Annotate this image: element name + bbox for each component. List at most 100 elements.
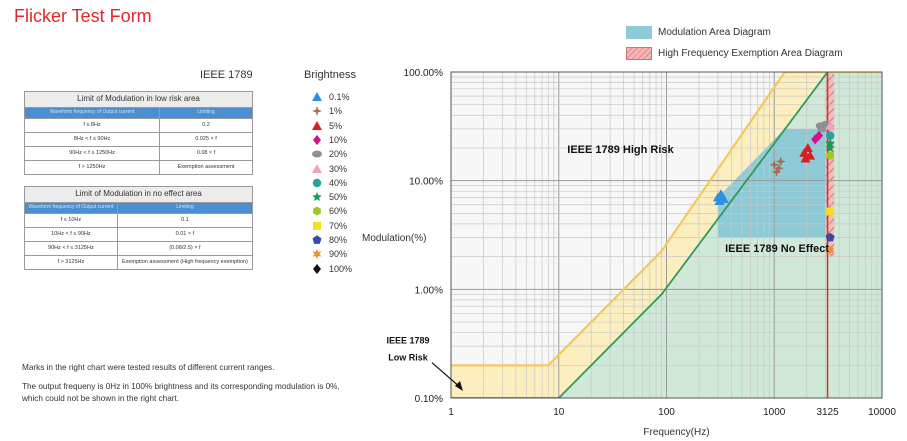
legend-label: High Frequency Exemption Area Diagram — [658, 47, 843, 59]
legend-label: Modulation Area Diagram — [658, 26, 771, 38]
marker-circle — [312, 178, 322, 188]
marker-hexagon — [313, 206, 321, 216]
low-risk-annotation: IEEE 1789 — [386, 336, 429, 346]
marker-ellipse — [312, 150, 322, 158]
brightness-legend-item: 10% — [311, 133, 347, 147]
table-row: f > 1250Hz Exemption assessment — [23, 160, 253, 175]
brightness-label: 60% — [329, 206, 348, 217]
brightness-label: 70% — [329, 220, 348, 231]
x-tick-label: 100 — [658, 407, 675, 418]
marker-triangle-up — [312, 92, 322, 101]
brightness-label: 100% — [329, 263, 353, 274]
marker-star4 — [312, 106, 322, 117]
brightness-label: 80% — [329, 235, 348, 245]
no-effect-boundary-line — [451, 72, 829, 398]
data-point — [825, 245, 835, 256]
brightness-label: 30% — [329, 163, 348, 174]
low-risk-annotation: Low Risk — [388, 353, 429, 363]
brightness-label: 50% — [329, 192, 348, 203]
marker-square — [313, 221, 321, 230]
data-point — [714, 195, 725, 205]
legend-marker — [312, 249, 322, 260]
table-cell: Exemption assessment (High frequency exe… — [116, 255, 254, 270]
brightness-legend-item: 0.1% — [311, 90, 350, 104]
legend-modulation-area: Modulation Area Diagram — [626, 25, 771, 39]
annotation-arrow — [431, 362, 462, 389]
brightness-legend-item: 60% — [311, 204, 347, 218]
low-risk-limit-table: Limit of Modulation in low risk area Wav… — [23, 91, 253, 175]
brightness-label: 0.1% — [329, 92, 350, 102]
brightness-label: 10% — [329, 134, 348, 145]
legend-marker — [313, 134, 321, 145]
data-point — [825, 120, 836, 130]
marker-star6 — [312, 249, 322, 260]
brightness-legend-item: 80% — [311, 233, 347, 247]
data-point — [825, 131, 835, 140]
x-tick-label: 10000 — [868, 407, 896, 418]
legend-marker — [312, 163, 322, 173]
table-title: Limit of Modulation in low risk area — [24, 91, 253, 108]
legend-swatch — [626, 46, 652, 60]
y-tick-label: 1.00% — [415, 285, 443, 296]
brightness-legend-item: 70% — [311, 219, 347, 233]
legend-marker — [312, 106, 322, 117]
low-risk-boundary-line — [451, 72, 882, 367]
data-point — [825, 232, 835, 242]
no-effect-limit-table: Limit of Modulation in no effect area Wa… — [24, 186, 254, 270]
data-point — [802, 142, 813, 152]
legend-marker — [312, 235, 322, 244]
data-point — [773, 163, 784, 174]
legend-marker — [313, 206, 321, 216]
y-tick-label: 100.00% — [404, 68, 444, 79]
plot-frame — [450, 71, 883, 399]
brightness-legend-item: 20% — [311, 147, 347, 161]
legend-marker — [312, 120, 322, 130]
marker-triangle-up — [312, 120, 322, 130]
brightness-label: 90% — [329, 249, 348, 260]
brightness-legend-item: 40% — [311, 176, 347, 190]
x-tick-label: 10 — [553, 407, 565, 418]
data-point — [825, 142, 835, 152]
brightness-label: 40% — [329, 177, 348, 188]
standard-label: IEEE 1789 — [200, 69, 253, 81]
data-point — [814, 130, 823, 141]
legend-hf-exemption-area: High Frequency Exemption Area Diagram — [626, 46, 843, 60]
data-point — [771, 167, 782, 178]
x-axis-label: Frequency(Hz) — [643, 427, 709, 438]
data-point — [799, 147, 810, 157]
brightness-title: Brightness — [304, 69, 356, 81]
no-effect-annotation: IEEE 1789 No Effect — [725, 243, 829, 255]
legend-marker — [312, 150, 322, 158]
hf-exemption-area — [825, 72, 835, 257]
arrow-head — [455, 381, 463, 391]
marker-pentagon — [312, 235, 322, 244]
legend-marker — [312, 192, 322, 202]
table-row: 90Hz < f ≤ 1250Hz 0.08 × f — [23, 146, 253, 161]
x-tick-label: 1 — [448, 407, 454, 418]
table-cell: f > 1250Hz — [23, 160, 161, 175]
data-point — [826, 207, 835, 216]
table-cell: Exemption assessment — [159, 160, 253, 175]
high-risk-annotation: IEEE 1789 High Risk — [567, 144, 674, 156]
legend-marker — [313, 221, 321, 230]
data-point — [826, 151, 835, 161]
data-point — [775, 156, 786, 167]
brightness-legend-item: 50% — [311, 190, 347, 204]
brightness-legend-item: 5% — [311, 119, 342, 133]
legend-marker — [312, 92, 322, 101]
x-tick-label: 3125 — [816, 407, 839, 418]
note-text: The output frequeny is 0Hz in 100% brigh… — [22, 382, 340, 403]
brightness-label: 1% — [329, 106, 343, 117]
brightness-label: 5% — [329, 120, 343, 131]
brightness-label: 20% — [329, 149, 348, 160]
table-row: f > 3125Hz Exemption assessment (High fr… — [24, 255, 254, 270]
legend-swatch — [626, 25, 652, 39]
y-tick-label: 0.10% — [415, 394, 443, 405]
table-row: f ≤ 10Hz 0.1 — [24, 213, 254, 228]
marker-diamond — [313, 134, 321, 145]
legend-marker — [313, 263, 321, 274]
y-tick-label: 10.00% — [409, 177, 443, 188]
data-point — [800, 153, 811, 163]
brightness-legend-item: 100% — [311, 262, 352, 276]
